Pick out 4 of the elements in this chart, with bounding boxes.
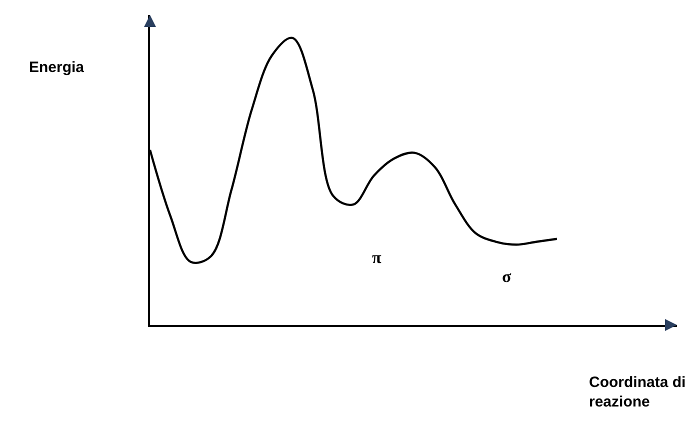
y-axis-title: Energia [29,59,85,76]
annotation: π [372,248,382,267]
x-axis-title: Coordinata di reazione [589,374,686,410]
annotation: σ [502,267,512,286]
